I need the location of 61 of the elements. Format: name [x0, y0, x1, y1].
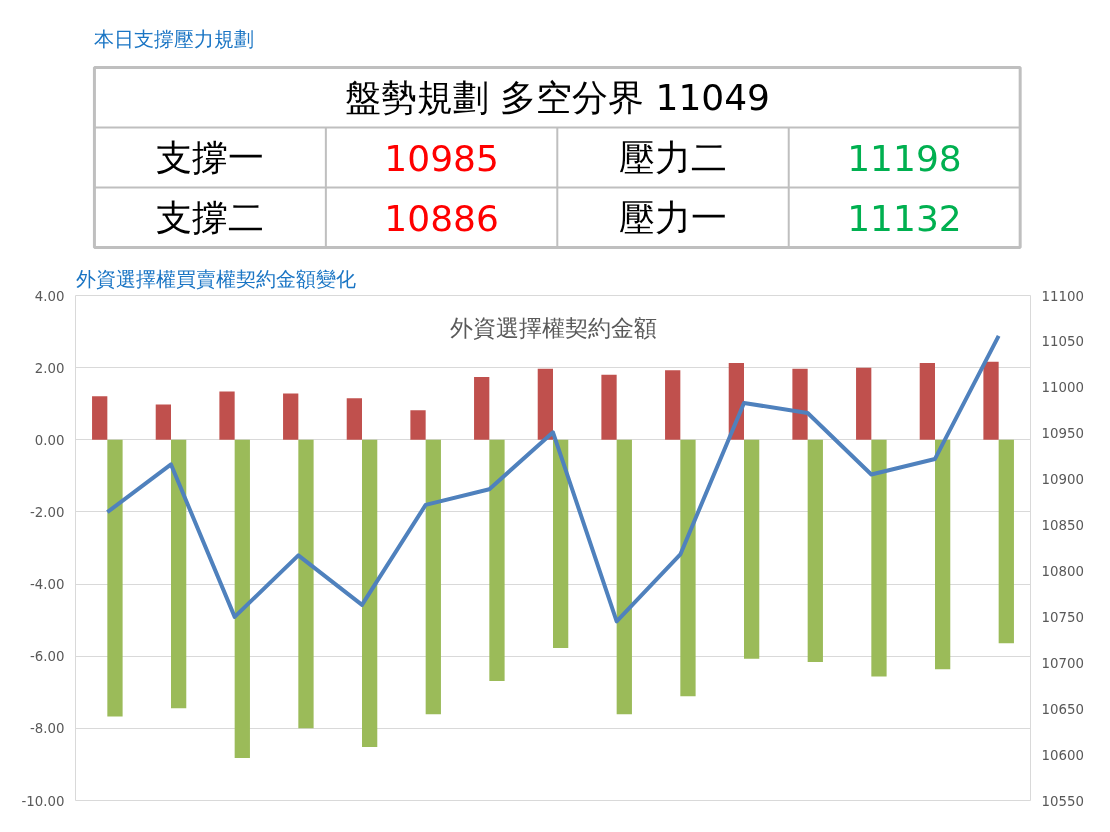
y2-tick-label: 10800	[1041, 563, 1084, 579]
y2-tick-label: 10600	[1041, 747, 1084, 763]
y2-tick-label: 11100	[1041, 288, 1084, 304]
bar	[807, 439, 823, 662]
y2-tick-label: 10550	[1041, 793, 1084, 809]
bar	[362, 439, 378, 748]
bar	[856, 367, 872, 440]
bar	[665, 370, 681, 440]
bar	[792, 368, 808, 440]
y2-tick-label: 11050	[1041, 334, 1084, 350]
bar	[616, 439, 632, 715]
bar	[92, 396, 108, 440]
bar	[553, 439, 569, 648]
text: 壓力一	[619, 197, 728, 238]
bar	[744, 439, 760, 659]
bar	[219, 391, 235, 440]
chart-title: 外資選擇權買賣權契約金額變化	[75, 266, 356, 291]
bar	[155, 404, 171, 440]
y-tick-label: 4.00	[34, 288, 65, 304]
text: 11198	[847, 137, 962, 179]
bar	[298, 439, 314, 729]
bar	[998, 439, 1014, 644]
bar	[983, 361, 999, 440]
bar	[489, 439, 505, 682]
bar	[474, 377, 490, 440]
text: 10886	[384, 197, 499, 239]
y-tick-label: -8.00	[30, 721, 65, 737]
y-tick-label: -6.00	[30, 649, 65, 665]
y-tick-label: -10.00	[21, 793, 65, 809]
text: 支撐一	[156, 137, 265, 178]
text: 10985	[384, 137, 499, 179]
bar	[107, 439, 123, 717]
y-tick-label: -2.00	[30, 504, 65, 520]
text: 支撐二	[156, 197, 265, 238]
bar	[346, 398, 362, 440]
y2-tick-label: 10900	[1041, 472, 1084, 488]
text: 盤勢規劃 多空分界 11049	[344, 77, 771, 118]
bar	[425, 439, 441, 715]
y-tick-label: 2.00	[34, 360, 65, 376]
y2-tick-label: 10850	[1041, 518, 1084, 534]
text: 外資選擇權契約金額	[449, 314, 657, 341]
bar	[919, 362, 935, 440]
bar	[601, 374, 617, 440]
y2-tick-label: 10650	[1041, 701, 1084, 717]
bar	[283, 393, 299, 440]
bar	[935, 439, 951, 670]
y2-tick-label: 10950	[1041, 426, 1084, 442]
bar	[537, 368, 553, 440]
y2-tick-label: 10750	[1041, 609, 1084, 625]
bar	[410, 410, 426, 440]
y-tick-label: -4.00	[30, 577, 65, 593]
bar	[871, 439, 887, 677]
text: 壓力二	[619, 137, 728, 178]
bar	[234, 439, 250, 758]
bar	[680, 439, 696, 697]
bar	[171, 439, 187, 709]
y2-tick-label: 10700	[1041, 655, 1084, 671]
y2-tick-label: 11000	[1041, 380, 1084, 396]
y-tick-label: 0.00	[34, 432, 65, 448]
text: 11132	[847, 197, 962, 239]
text: 本日支撐壓力規劃	[94, 26, 255, 51]
